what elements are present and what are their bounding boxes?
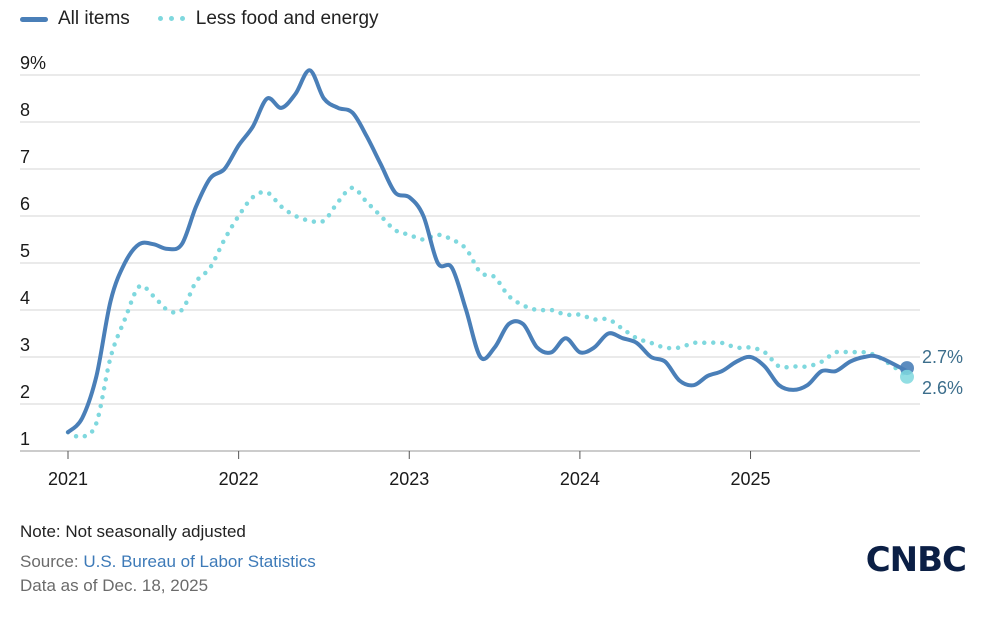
series-line-less-food-and-energy (65, 185, 910, 440)
grid-lines (20, 74, 920, 452)
x-tick-label: 2022 (219, 469, 259, 489)
end-label-all-items: 2.7% (922, 347, 963, 367)
source-link[interactable]: U.S. Bureau of Labor Statistics (83, 552, 316, 571)
legend-swatch-all-items (20, 16, 48, 22)
end-markers: 2.7% 2.6% (900, 347, 963, 398)
y-tick-label: 2 (20, 382, 30, 402)
x-tick-label: 2024 (560, 469, 600, 489)
y-tick-label: 3 (20, 335, 30, 355)
x-tick-label: 2021 (48, 469, 88, 489)
legend-item-core: Less food and energy (157, 8, 379, 30)
source-prefix: Source: (20, 552, 84, 571)
chart-note: Note: Not seasonally adjusted (20, 522, 246, 541)
y-axis-tick-labels: 1 2 3 4 5 6 7 8 9% (20, 53, 46, 449)
y-tick-label: 4 (20, 288, 30, 308)
legend-swatch-core (157, 16, 186, 22)
x-tick-label: 2025 (731, 469, 771, 489)
x-tick-label: 2023 (389, 469, 429, 489)
y-tick-label: 6 (20, 194, 30, 214)
y-tick-label: 9% (20, 53, 46, 73)
y-tick-label: 5 (20, 241, 30, 261)
series-line-all-items (66, 68, 909, 435)
series-lines (65, 68, 910, 440)
chart-source: Source: U.S. Bureau of Labor Statistics (20, 552, 316, 572)
end-marker-less-food-and-energy (900, 369, 914, 384)
y-tick-label: 7 (20, 147, 30, 167)
legend-label-all-items: All items (58, 8, 130, 29)
data-as-of: Data as of Dec. 18, 2025 (20, 576, 209, 595)
chart-legend: All items Less food and energy (20, 6, 407, 32)
y-tick-label: 8 (20, 100, 30, 120)
x-axis: 2021 2022 2023 2024 2025 (48, 451, 771, 489)
y-tick-label: 1 (20, 429, 30, 449)
cnbc-logo: CNBC (865, 540, 967, 580)
end-label-less-food-and-energy: 2.6% (922, 378, 963, 398)
legend-label-core: Less food and energy (195, 8, 379, 29)
legend-item-all-items: All items (20, 8, 130, 30)
cpi-line-chart: 1 2 3 4 5 6 7 8 9% 2021 2022 2023 2024 2025 2.7% 2.6% (20, 53, 963, 489)
